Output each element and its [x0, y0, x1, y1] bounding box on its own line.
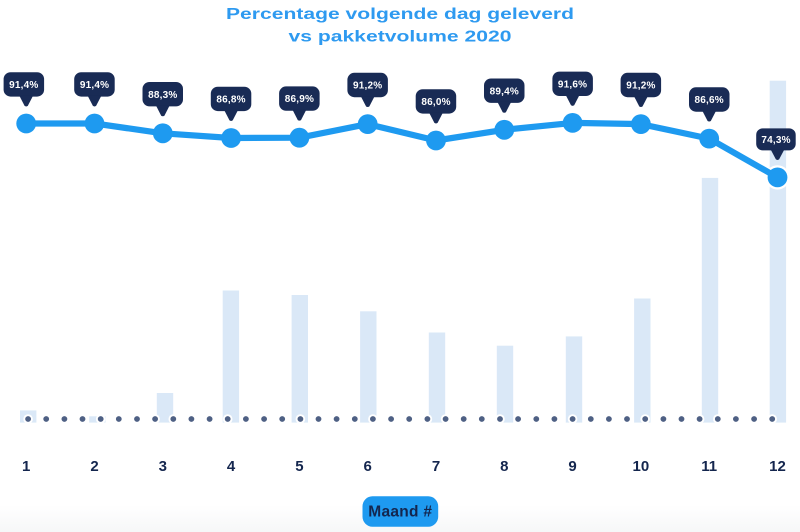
svg-text:vs pakketvolume 2020: vs pakketvolume 2020 [289, 29, 512, 46]
svg-text:9: 9 [568, 458, 576, 475]
svg-text:6: 6 [364, 458, 372, 475]
svg-text:8: 8 [500, 458, 508, 475]
svg-text:11: 11 [701, 458, 717, 475]
svg-text:7: 7 [432, 458, 440, 475]
svg-text:88,3%: 88,3% [148, 90, 177, 101]
svg-text:86,8%: 86,8% [216, 95, 245, 106]
svg-text:91,6%: 91,6% [558, 79, 587, 90]
svg-text:12: 12 [769, 458, 786, 475]
svg-text:91,2%: 91,2% [626, 81, 655, 92]
svg-text:2: 2 [90, 458, 98, 475]
svg-text:4: 4 [227, 458, 236, 475]
svg-text:3: 3 [159, 458, 167, 475]
svg-text:86,6%: 86,6% [695, 95, 724, 106]
svg-text:91,4%: 91,4% [9, 80, 38, 91]
svg-text:1: 1 [22, 458, 30, 475]
svg-text:Maand #: Maand # [368, 504, 432, 521]
svg-text:Percentage volgende dag geleve: Percentage volgende dag geleverd [226, 6, 574, 23]
svg-text:74,3%: 74,3% [761, 135, 790, 146]
svg-text:91,4%: 91,4% [80, 80, 109, 91]
svg-text:89,4%: 89,4% [490, 86, 519, 97]
svg-text:86,9%: 86,9% [285, 94, 314, 105]
svg-text:10: 10 [633, 458, 650, 475]
svg-text:91,2%: 91,2% [353, 81, 382, 92]
svg-text:86,0%: 86,0% [421, 97, 450, 108]
svg-text:5: 5 [295, 458, 303, 475]
